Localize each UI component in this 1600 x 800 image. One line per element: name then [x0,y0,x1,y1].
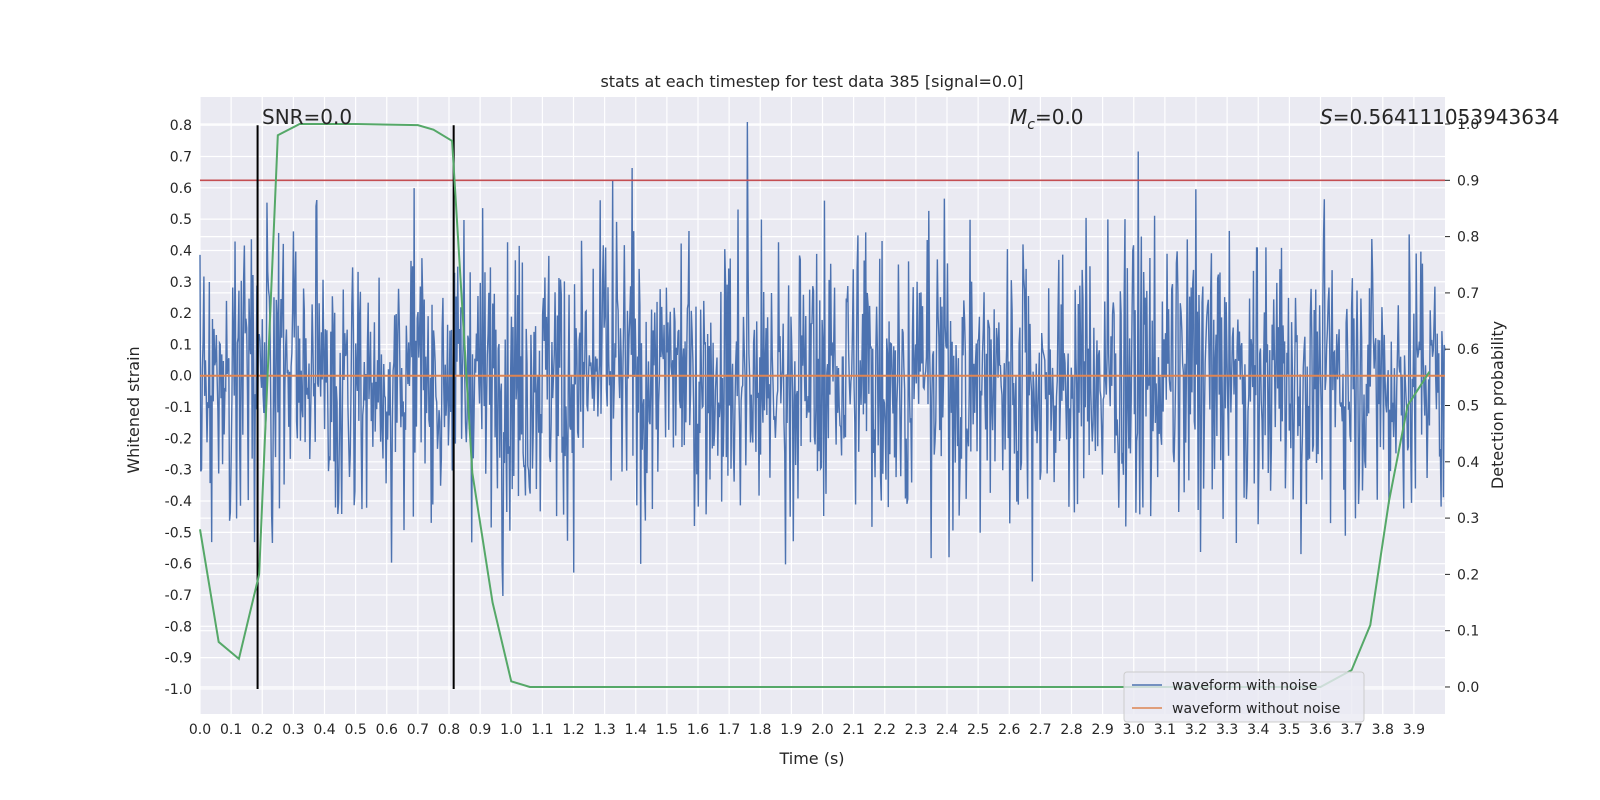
y-tick-label: 0.4 [170,243,192,259]
x-tick-label: 1.0 [500,722,522,738]
x-tick-label: 0.7 [407,722,429,738]
snr-annotation: SNR=0.0 [262,105,352,129]
x-tick-label: 2.9 [1091,722,1113,738]
x-tick-label: 0.0 [189,722,211,738]
x-tick-label: 1.1 [531,722,553,738]
y-tick-label: 0.0 [170,369,192,385]
x-tick-label: 3.8 [1372,722,1394,738]
x-tick-label: 2.5 [967,722,989,738]
s-value: =0.564111053943634 [1333,105,1560,129]
y-axis-ticks: 0.8 0.7 0.6 0.5 0.4 0.3 0.2 0.1 0.0 -0.1 -0.2 -0.3 -… [165,118,192,698]
legend-box [1123,671,1365,723]
x-tick-label: 2.0 [811,722,833,738]
y-tick-label: -0.8 [165,619,192,635]
x-tick-label: 2.4 [936,722,958,738]
chart-title: stats at each timestep for test data 385… [600,72,1023,91]
x-tick-label: 1.3 [593,722,615,738]
y-tick-label: -0.1 [165,400,192,416]
mc-annotation: Mc=0.0 [1010,105,1084,133]
x-tick-label: 3.4 [1247,722,1269,738]
legend-label-clean: waveform without noise [1172,701,1340,717]
y2-tick-label: 0.5 [1457,399,1479,415]
x-tick-label: 2.7 [1029,722,1051,738]
y2-tick-label: 0.3 [1457,511,1479,527]
y-tick-label: -1.0 [165,682,192,698]
x-tick-label: 3.2 [1185,722,1207,738]
y-tick-label: -0.9 [165,651,192,667]
y2-tick-label: 0.7 [1457,286,1479,302]
y2-axis-ticks: 0.0 0.1 0.2 0.3 0.4 0.5 0.6 0.7 0.8 0.9 1.0 [1445,117,1479,696]
x-tick-label: 2.1 [842,722,864,738]
y2-axis-label: Detection probability [1488,321,1507,489]
x-tick-label: 3.3 [1216,722,1238,738]
x-tick-label: 0.6 [376,722,398,738]
y-tick-label: 0.5 [170,212,192,228]
x-tick-label: 0.9 [469,722,491,738]
x-tick-label: 0.2 [251,722,273,738]
y2-tick-label: 1.0 [1457,117,1479,133]
series-detection-probability [199,123,1431,688]
x-tick-label: 1.7 [718,722,740,738]
y2-tick-label: 0.0 [1457,680,1479,696]
x-axis-ticks: 0.0 0.1 0.2 0.3 0.4 0.5 0.6 0.7 0.8 0.9 1.0 1.1 1.2 1… [189,722,1425,738]
x-tick-label: 1.2 [562,722,584,738]
x-tick-label: 0.8 [438,722,460,738]
x-tick-label: 2.3 [905,722,927,738]
legend-label-noise: waveform with noise [1172,678,1317,694]
series-waveform-with-noise [199,122,1446,597]
y-tick-label: -0.3 [165,463,192,479]
x-tick-label: 0.4 [313,722,335,738]
y2-tick-label: 0.1 [1457,624,1479,640]
x-axis-label: Time (s) [778,749,844,768]
y-tick-label: -0.7 [165,588,192,604]
legend: waveform with noise waveform without noi… [1123,671,1365,723]
y-tick-label: 0.3 [170,275,192,291]
y-tick-label: -0.5 [165,525,192,541]
x-tick-label: 1.9 [780,722,802,738]
x-tick-label: 2.8 [1060,722,1082,738]
x-tick-label: 2.2 [874,722,896,738]
s-symbol: S [1320,105,1333,129]
x-tick-label: 2.6 [998,722,1020,738]
x-tick-label: 3.0 [1123,722,1145,738]
y-axis-label: Whitened strain [124,346,143,473]
mc-subscript: c [1027,117,1035,133]
y-tick-label: 0.2 [170,306,192,322]
x-tick-label: 3.7 [1340,722,1362,738]
x-tick-label: 1.5 [656,722,678,738]
x-tick-label: 3.1 [1154,722,1176,738]
y2-tick-label: 0.2 [1457,567,1479,583]
x-tick-label: 0.3 [282,722,304,738]
y2-tick-label: 0.6 [1457,342,1479,358]
y2-tick-label: 0.4 [1457,455,1479,471]
mc-symbol: M [1010,105,1027,129]
x-tick-label: 3.9 [1403,722,1425,738]
x-tick-label: 1.6 [687,722,709,738]
data-layer [199,122,1446,689]
y2-tick-label: 0.8 [1457,230,1479,246]
x-tick-label: 1.8 [749,722,771,738]
mc-value: =0.0 [1035,105,1084,129]
y-tick-label: 0.1 [170,337,192,353]
x-tick-label: 0.1 [220,722,242,738]
y-tick-label: 0.6 [170,181,192,197]
x-tick-label: 0.5 [344,722,366,738]
y-tick-label: -0.6 [165,557,192,573]
x-tick-label: 3.5 [1278,722,1300,738]
x-tick-label: 1.4 [625,722,647,738]
y-tick-label: 0.7 [170,150,192,166]
s-annotation: S=0.564111053943634 [1320,105,1559,129]
y-tick-label: -0.4 [165,494,192,510]
y-tick-label: 0.8 [170,118,192,134]
y-tick-label: -0.2 [165,431,192,447]
x-tick-label: 3.6 [1309,722,1331,738]
y2-tick-label: 0.9 [1457,173,1479,189]
